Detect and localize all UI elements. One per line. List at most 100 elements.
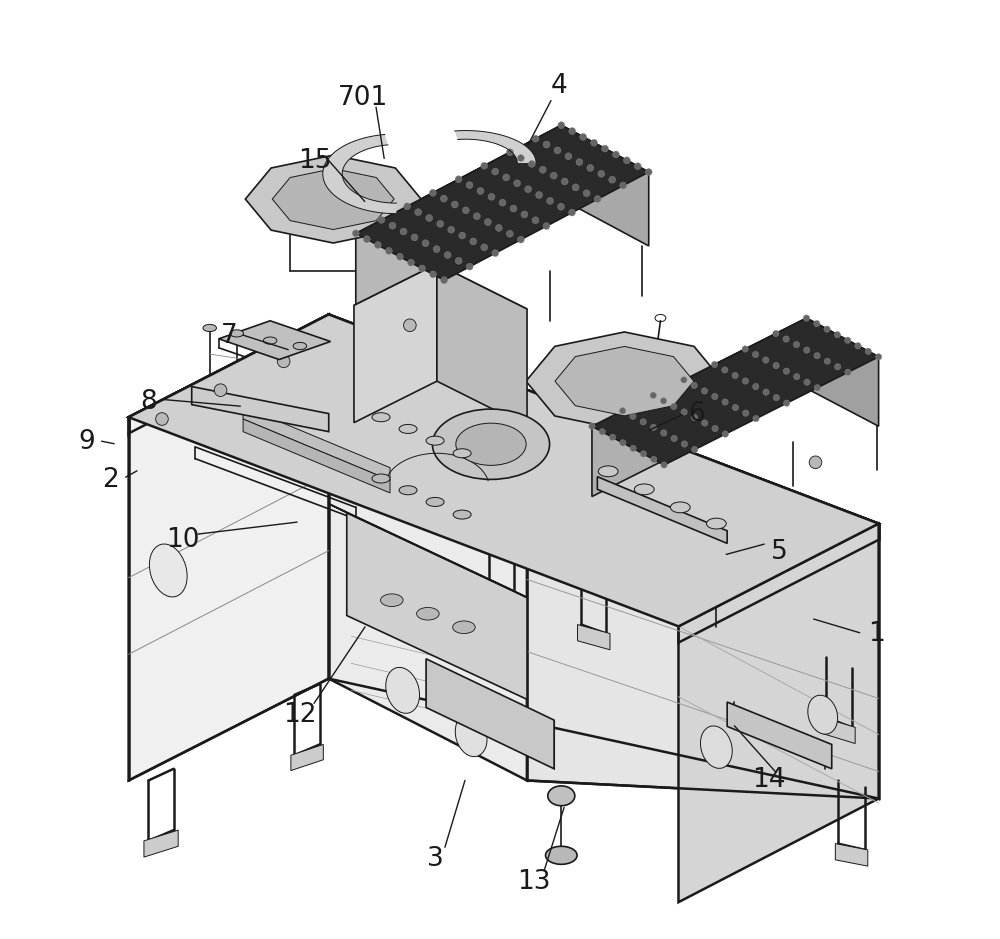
Circle shape	[415, 208, 422, 216]
Circle shape	[484, 219, 491, 225]
Circle shape	[517, 155, 524, 162]
Ellipse shape	[453, 621, 475, 634]
Circle shape	[634, 162, 641, 170]
Text: 15: 15	[298, 148, 332, 175]
Circle shape	[580, 133, 587, 140]
Circle shape	[477, 188, 484, 194]
Circle shape	[466, 181, 473, 189]
Circle shape	[466, 263, 473, 270]
Ellipse shape	[455, 715, 487, 757]
Polygon shape	[354, 264, 437, 423]
Circle shape	[543, 141, 550, 148]
Circle shape	[455, 176, 462, 183]
Circle shape	[793, 342, 800, 347]
Circle shape	[743, 410, 749, 416]
Polygon shape	[144, 830, 178, 857]
Circle shape	[824, 326, 830, 332]
Circle shape	[865, 348, 871, 354]
Circle shape	[845, 337, 851, 344]
Circle shape	[619, 408, 626, 414]
Polygon shape	[597, 477, 727, 544]
Polygon shape	[129, 315, 879, 626]
Circle shape	[532, 217, 539, 223]
Polygon shape	[578, 624, 610, 650]
Circle shape	[451, 201, 458, 208]
Text: 5: 5	[771, 539, 788, 565]
Text: 9: 9	[79, 429, 96, 455]
Ellipse shape	[700, 726, 732, 768]
Ellipse shape	[417, 608, 439, 620]
Circle shape	[554, 147, 561, 154]
Circle shape	[650, 424, 657, 431]
Polygon shape	[561, 125, 649, 246]
Circle shape	[488, 193, 495, 200]
Ellipse shape	[386, 668, 420, 714]
Circle shape	[591, 139, 598, 146]
Circle shape	[814, 352, 820, 359]
Circle shape	[532, 135, 539, 142]
Ellipse shape	[706, 518, 726, 529]
Circle shape	[506, 230, 513, 238]
Circle shape	[492, 168, 499, 175]
Circle shape	[712, 425, 718, 432]
Text: 2: 2	[102, 468, 119, 493]
Circle shape	[613, 151, 619, 158]
Circle shape	[444, 252, 451, 258]
Ellipse shape	[372, 474, 390, 483]
Circle shape	[525, 186, 532, 192]
Circle shape	[691, 414, 698, 421]
Polygon shape	[323, 134, 396, 214]
Text: 1: 1	[868, 621, 885, 647]
Text: 13: 13	[518, 870, 551, 896]
Circle shape	[566, 375, 578, 388]
Circle shape	[378, 216, 385, 223]
Circle shape	[440, 195, 447, 202]
Circle shape	[834, 331, 841, 338]
Polygon shape	[678, 524, 879, 902]
Circle shape	[711, 362, 718, 367]
Ellipse shape	[399, 424, 417, 434]
Circle shape	[459, 232, 466, 239]
Circle shape	[561, 178, 568, 185]
Circle shape	[609, 177, 616, 183]
Circle shape	[397, 254, 403, 260]
Polygon shape	[592, 318, 879, 465]
Circle shape	[660, 398, 667, 404]
Circle shape	[824, 358, 831, 364]
Circle shape	[429, 190, 436, 196]
Polygon shape	[727, 702, 832, 769]
Ellipse shape	[381, 593, 403, 607]
Polygon shape	[555, 346, 694, 416]
Circle shape	[473, 213, 480, 220]
Text: 6: 6	[688, 401, 705, 426]
Circle shape	[681, 408, 687, 415]
Ellipse shape	[426, 498, 444, 506]
Circle shape	[448, 226, 455, 233]
Circle shape	[572, 184, 579, 191]
Circle shape	[784, 400, 790, 407]
Polygon shape	[192, 387, 329, 432]
Circle shape	[602, 146, 608, 152]
Circle shape	[814, 320, 820, 327]
Polygon shape	[592, 318, 806, 497]
Circle shape	[495, 224, 502, 231]
Circle shape	[433, 246, 440, 253]
Polygon shape	[356, 125, 561, 307]
Circle shape	[834, 363, 841, 370]
Circle shape	[609, 434, 616, 440]
Ellipse shape	[263, 337, 277, 345]
Circle shape	[569, 209, 575, 216]
Circle shape	[565, 153, 572, 160]
Circle shape	[517, 237, 524, 243]
Circle shape	[671, 403, 677, 409]
Circle shape	[408, 259, 414, 266]
Circle shape	[558, 122, 565, 129]
Circle shape	[742, 377, 749, 384]
Polygon shape	[243, 419, 390, 493]
Circle shape	[569, 128, 576, 134]
Ellipse shape	[372, 413, 390, 422]
Circle shape	[753, 415, 759, 422]
Circle shape	[809, 456, 822, 469]
Text: 10: 10	[166, 527, 199, 553]
Circle shape	[681, 377, 687, 383]
